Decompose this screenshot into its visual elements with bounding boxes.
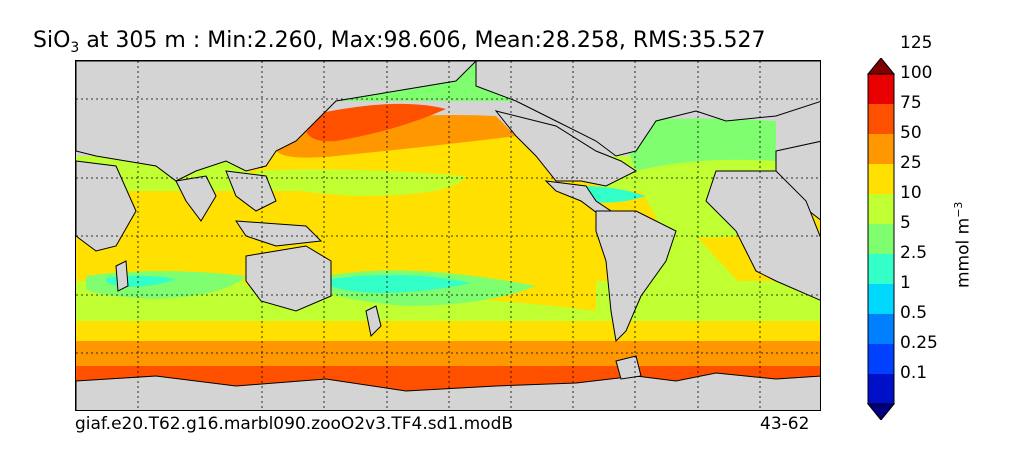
colorbar-tick-label: 75: [900, 93, 922, 113]
atlantic-green-north: [616, 118, 776, 171]
colorbar-tick-label: 50: [900, 123, 922, 143]
map-panel: [75, 60, 821, 411]
colorbar-tick-label: 25: [900, 153, 922, 173]
colorbar: [866, 58, 896, 420]
colorbar-tick-label: 100: [900, 63, 933, 83]
run-name: giaf.e20.T62.g16.marbl090.zooO2v3.TF4.sd…: [75, 414, 514, 434]
year-range: 43-62: [760, 414, 810, 434]
colorbar-tick-label: 0.5: [900, 303, 928, 323]
colorbar-tick-label: 1: [900, 273, 911, 293]
colorbar-band: [868, 74, 894, 104]
land-indonesia: [235, 220, 323, 247]
land-greenland-canada: [475, 61, 820, 157]
land-madagascar: [115, 260, 129, 292]
colorbar-band: [868, 104, 894, 134]
colorbar-band: [868, 314, 894, 344]
colorbar-tick-label: 10: [900, 183, 922, 203]
south-pacific-cyan: [331, 274, 471, 293]
colorbar-tick-label: 125: [900, 33, 933, 53]
colorbar-band: [868, 194, 894, 224]
graticule: [76, 61, 820, 410]
land-eurasia: [76, 61, 477, 182]
colorbar-tick-label: 0.1: [900, 363, 928, 383]
land-india: [175, 175, 217, 222]
north-pacific-red: [306, 103, 446, 142]
colorbar-band: [868, 224, 894, 254]
colorbar-band: [868, 284, 894, 314]
colorbar-band: [868, 374, 894, 404]
colorbar-band: [868, 164, 894, 194]
land-africa-west: [76, 160, 137, 252]
plot-title: SiO3 at 305 m : Min:2.260, Max:98.606, M…: [33, 28, 766, 56]
colorbar-frame: [867, 73, 895, 405]
colorbar-band: [868, 254, 894, 284]
units-label: mmol m−3: [952, 201, 974, 288]
caribbean-cyan: [581, 186, 646, 203]
colorbar-tick-label: 0.25: [900, 333, 938, 353]
colorbar-band: [868, 134, 894, 164]
land-southeast-asia: [225, 170, 277, 212]
land-new-zealand: [365, 305, 382, 338]
colorbar-tick-label: 2.5: [900, 243, 928, 263]
land-south-america: [595, 210, 677, 343]
silicate-map: [76, 61, 820, 410]
colorbar-band: [868, 344, 894, 374]
land-africa: [705, 170, 820, 301]
colorbar-tick-label: 5: [900, 213, 911, 233]
west-pacific-lime: [256, 169, 466, 196]
land-north-america: [494, 110, 637, 187]
colorbar-top-extension: [866, 58, 896, 75]
colorbar-bottom-extension: [866, 403, 896, 420]
